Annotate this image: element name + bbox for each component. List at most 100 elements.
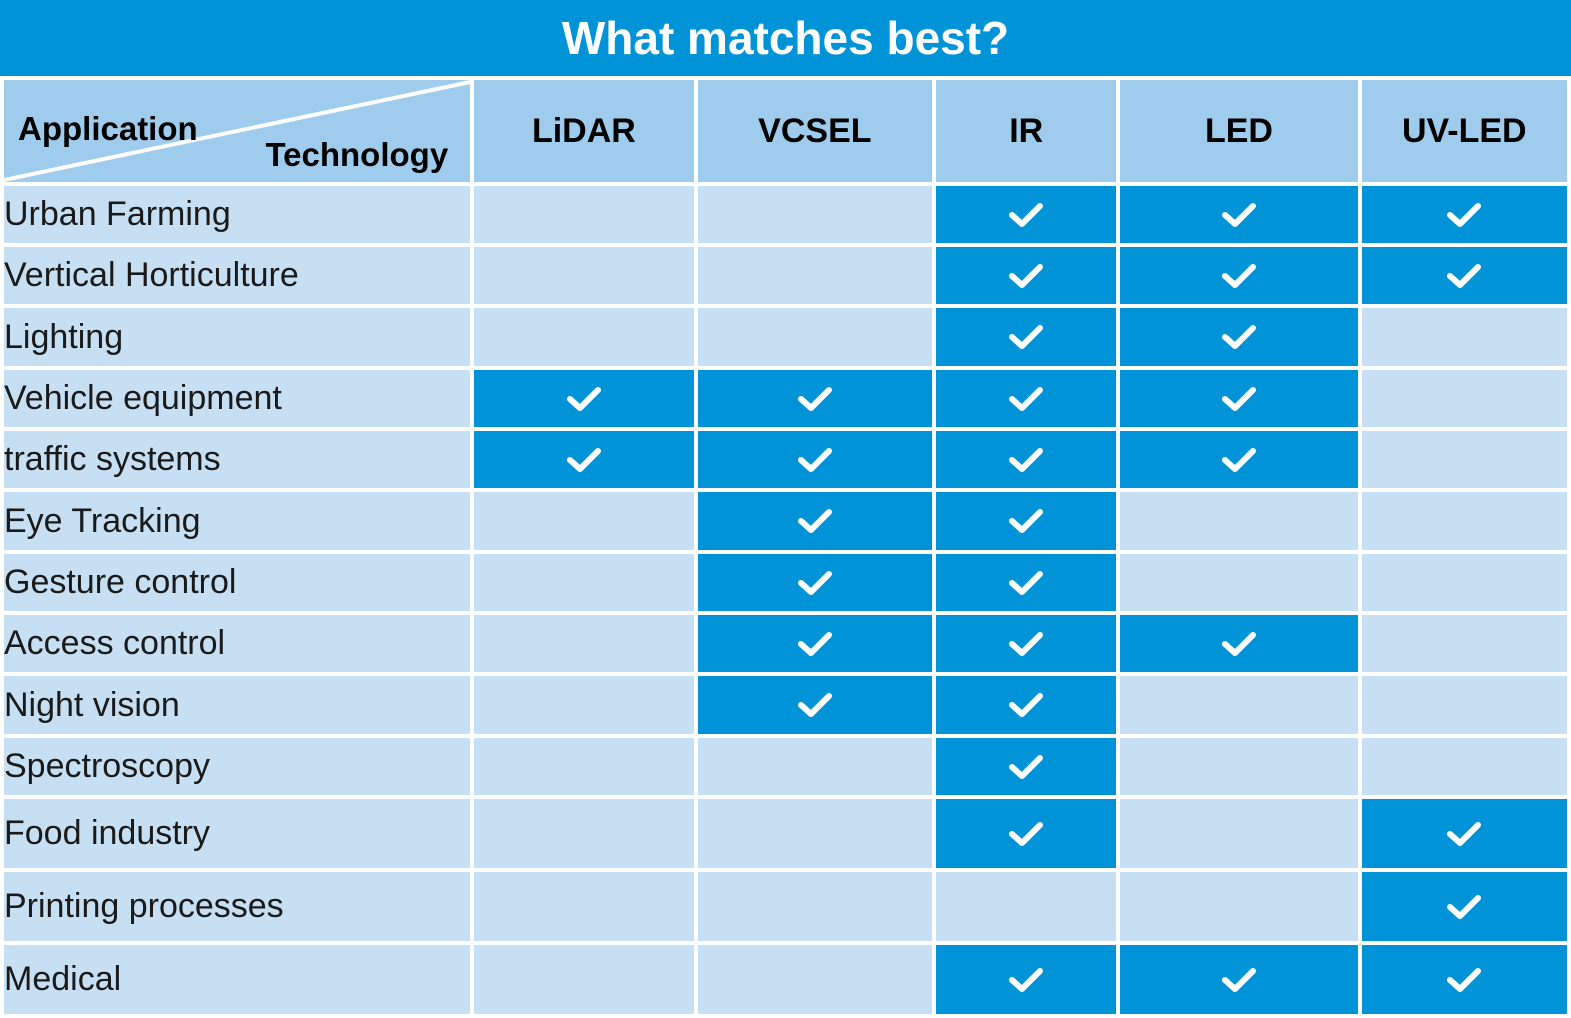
empty-cell bbox=[470, 941, 698, 1018]
empty-cell bbox=[693, 243, 937, 308]
match-cell bbox=[1116, 243, 1362, 308]
technology-axis-label: Technology bbox=[265, 136, 449, 173]
match-cell bbox=[932, 611, 1121, 676]
match-cell bbox=[693, 672, 937, 738]
diagonal-divider bbox=[6, 82, 469, 180]
checkmark-icon bbox=[1009, 570, 1044, 595]
checkmark-icon bbox=[1009, 509, 1044, 533]
checkmark-icon bbox=[1009, 821, 1044, 846]
column-header-ir: IR bbox=[932, 76, 1121, 186]
column-header-lidar: LiDAR bbox=[470, 76, 698, 186]
empty-cell bbox=[1357, 304, 1571, 370]
empty-cell bbox=[1116, 550, 1362, 615]
match-cell bbox=[932, 672, 1121, 738]
checkmark-icon bbox=[1221, 447, 1256, 472]
application-label: Urban Farming bbox=[0, 182, 475, 247]
empty-cell bbox=[470, 795, 698, 872]
checkmark-icon bbox=[1447, 821, 1482, 846]
table-row: Urban Farming bbox=[0, 182, 1571, 247]
match-cell bbox=[1116, 182, 1362, 247]
header-row: Application Technology LiDAR VCSEL IR LED UV… bbox=[0, 76, 1571, 186]
empty-cell bbox=[1357, 366, 1571, 431]
match-cell bbox=[932, 795, 1121, 872]
match-cell bbox=[932, 304, 1121, 370]
checkmark-icon bbox=[1009, 386, 1044, 411]
checkmark-icon bbox=[797, 631, 832, 656]
empty-cell bbox=[1357, 427, 1571, 492]
empty-cell bbox=[470, 182, 698, 247]
empty-cell bbox=[1116, 488, 1362, 554]
checkmark-icon bbox=[1447, 894, 1482, 919]
application-label: Lighting bbox=[0, 304, 475, 370]
empty-cell bbox=[470, 488, 698, 554]
match-cell bbox=[1116, 366, 1362, 431]
empty-cell bbox=[693, 795, 937, 872]
empty-cell bbox=[1116, 868, 1362, 945]
match-cell bbox=[932, 941, 1121, 1018]
checkmark-icon bbox=[1009, 631, 1044, 656]
match-cell bbox=[693, 366, 937, 431]
table-row: traffic systems bbox=[0, 427, 1571, 492]
match-cell bbox=[1116, 304, 1362, 370]
empty-cell bbox=[693, 941, 937, 1018]
match-cell bbox=[1357, 868, 1571, 945]
empty-cell bbox=[470, 611, 698, 676]
checkmark-icon bbox=[1221, 967, 1256, 992]
checkmark-icon bbox=[1221, 325, 1256, 349]
match-cell bbox=[1116, 611, 1362, 676]
match-cell bbox=[470, 427, 698, 492]
match-cell bbox=[693, 427, 937, 492]
application-label: Vehicle equipment bbox=[0, 366, 475, 431]
application-label: Food industry bbox=[0, 795, 475, 872]
table-row: Spectroscopy bbox=[0, 734, 1571, 799]
empty-cell bbox=[470, 868, 698, 945]
empty-cell bbox=[470, 243, 698, 308]
application-label: Access control bbox=[0, 611, 475, 676]
checkmark-icon bbox=[566, 386, 601, 411]
empty-cell bbox=[693, 304, 937, 370]
empty-cell bbox=[1116, 795, 1362, 872]
match-cell bbox=[1357, 243, 1571, 308]
empty-cell bbox=[693, 182, 937, 247]
application-label: Medical bbox=[0, 941, 475, 1018]
empty-cell bbox=[1357, 550, 1571, 615]
checkmark-icon bbox=[1447, 263, 1482, 288]
match-cell bbox=[932, 427, 1121, 492]
checkmark-icon bbox=[1009, 754, 1044, 779]
table-row: Food industry bbox=[0, 795, 1571, 872]
column-header-vcsel: VCSEL bbox=[693, 76, 937, 186]
match-cell bbox=[932, 366, 1121, 431]
empty-cell bbox=[1357, 672, 1571, 738]
application-label: traffic systems bbox=[0, 427, 475, 492]
checkmark-icon bbox=[1221, 263, 1256, 288]
application-label: Vertical Horticulture bbox=[0, 243, 475, 308]
table-row: Eye Tracking bbox=[0, 488, 1571, 554]
corner-header: Application Technology bbox=[0, 76, 475, 186]
match-cell bbox=[470, 366, 698, 431]
table-row: Vehicle equipment bbox=[0, 366, 1571, 431]
match-cell bbox=[693, 611, 937, 676]
page-title: What matches best? bbox=[0, 0, 1571, 76]
empty-cell bbox=[693, 868, 937, 945]
checkmark-icon bbox=[797, 509, 832, 533]
checkmark-icon bbox=[566, 447, 601, 472]
column-header-uv-led: UV-LED bbox=[1357, 76, 1571, 186]
application-label: Night vision bbox=[0, 672, 475, 738]
match-table: Application Technology LiDAR VCSEL IR LED UV… bbox=[0, 76, 1571, 1018]
application-label: Printing processes bbox=[0, 868, 475, 945]
checkmark-icon bbox=[797, 570, 832, 595]
checkmark-icon bbox=[1221, 386, 1256, 411]
match-cell bbox=[1116, 941, 1362, 1018]
empty-cell bbox=[693, 734, 937, 799]
checkmark-icon bbox=[1009, 202, 1044, 227]
checkmark-icon bbox=[1009, 447, 1044, 472]
match-cell bbox=[1357, 941, 1571, 1018]
empty-cell bbox=[932, 868, 1121, 945]
empty-cell bbox=[470, 672, 698, 738]
match-cell bbox=[693, 550, 937, 615]
checkmark-icon bbox=[1221, 631, 1256, 656]
match-cell bbox=[932, 182, 1121, 247]
empty-cell bbox=[1357, 611, 1571, 676]
match-cell bbox=[1357, 182, 1571, 247]
empty-cell bbox=[1357, 488, 1571, 554]
